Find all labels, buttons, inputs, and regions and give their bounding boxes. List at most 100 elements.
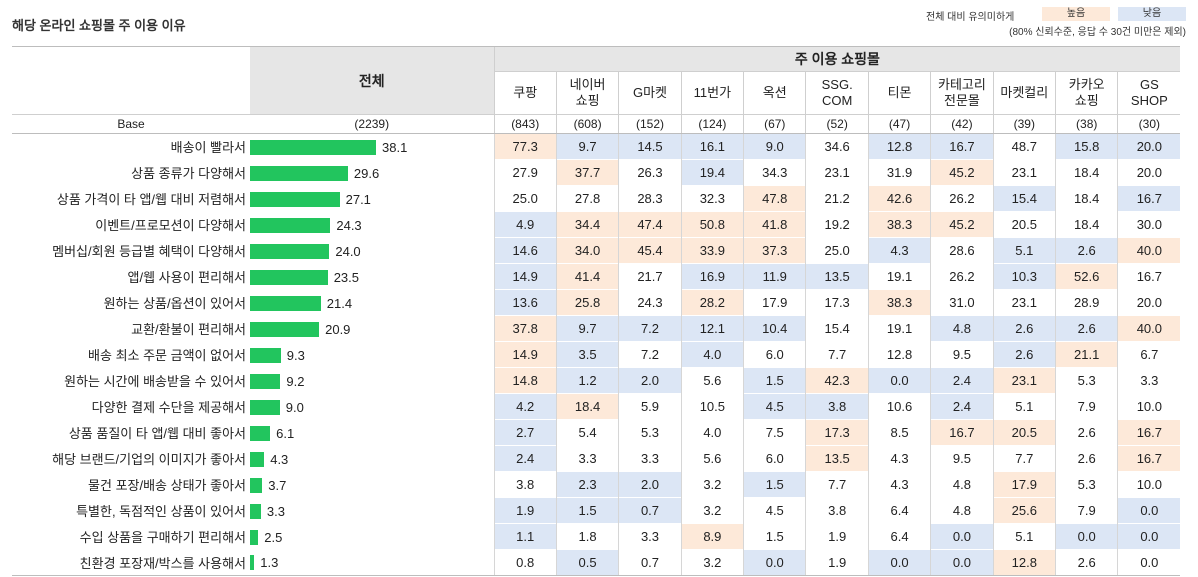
value-cell: 16.7 [1117,419,1181,446]
value-cell: 25.0 [493,185,557,212]
column-header-row: 쿠팡 네이버 쇼핑 G마켓 11번가 옥션 SSG. COM 티몬 카테고리 전문몰 마켓컬리 카카오 쇼… [12,71,1181,115]
value-cell: 16.9 [680,263,744,290]
table-row: 원하는 상품/옵션이 있어서 21.4 13.6 25.8 24.3 28.2 17.9 17… [12,289,1181,316]
total-bar [250,399,280,415]
table-row: 교환/환불이 편리해서 20.9 37.8 9.7 7.2 12.1 10.4 15.4 19.… [12,315,1181,342]
value-cell: 10.0 [1117,471,1181,498]
total-value: 24.0 [335,243,361,259]
total-bar [250,295,321,311]
value-cell: 17.3 [805,419,869,446]
table-row: 상품 품질이 타 앱/웹 대비 좋아서 6.1 2.7 5.4 5.3 4.0 7.5 17.… [12,419,1181,446]
total-value: 21.4 [326,295,353,311]
value-cell: 3.2 [680,471,744,498]
value-cell: 2.0 [618,471,682,498]
value-cell: 77.3 [493,133,557,160]
value-cell: 24.3 [618,289,682,316]
row-label: 상품 품질이 타 앱/웹 대비 좋아서 [68,426,246,441]
total-value: 9.2 [286,373,305,389]
value-cell: 47.4 [618,211,682,238]
value-cell: 4.0 [680,341,744,368]
usage-reason-table: 전체 주 이용 쇼핑몰 쿠팡 네이버 쇼핑 G마켓 11번가 옥션 SSG. COM 티몬 카테고… [12,46,1181,576]
table-row: 배송이 빨라서 38.1 77.3 9.7 14.5 16.1 9.0 34.6 12.8 16.… [12,133,1181,160]
base-count: (30) [1117,114,1181,134]
value-cell: 20.5 [992,419,1056,446]
total-bar [250,555,255,571]
base-count: (608) [555,114,619,134]
table-row: 원하는 시간에 배송받을 수 있어서 9.2 14.8 1.2 2.0 5.6 1.5 42.… [12,367,1181,394]
value-cell: 11.9 [743,263,806,290]
value-cell: 1.9 [805,523,869,550]
value-cell: 7.9 [1055,497,1118,524]
value-cell: 2.7 [493,419,557,446]
value-cell: 13.5 [805,445,869,472]
total-bar-cell: 9.3 [250,342,494,368]
value-cell: 31.0 [930,289,994,316]
value-cell: 5.1 [992,523,1056,550]
value-cell: 7.2 [618,315,682,342]
value-cell: 6.4 [867,523,931,550]
table-row: 친환경 포장재/박스를 사용해서 1.3 0.8 0.5 0.7 3.2 0.0 1.9 0.0… [12,549,1181,576]
total-bar-cell: 9.2 [250,368,494,394]
row-label: 원하는 시간에 배송받을 수 있어서 [64,374,246,389]
value-cell: 12.1 [680,315,744,342]
total-value: 20.9 [325,321,351,337]
total-bar-cell: 9.0 [250,394,494,420]
row-label: 이벤트/프로모션이 다양해서 [95,218,246,233]
total-bar-cell: 20.9 [250,316,494,342]
total-header: 전체 [250,46,494,115]
value-cell: 0.0 [930,549,994,576]
value-cell: 47.8 [743,185,806,212]
total-bar [250,243,330,259]
total-bar-cell: 38.1 [250,134,494,160]
total-value: 2.5 [264,529,283,545]
value-cell: 19.1 [867,315,931,342]
value-cell: 4.3 [867,471,931,498]
row-label: 배송이 빨라서 [170,140,246,156]
value-cell: 28.9 [1055,289,1118,316]
table-row: 상품 가격이 타 앱/웹 대비 저렴해서 27.1 25.0 27.8 28.3 32.3… [12,185,1181,212]
value-cell: 17.9 [992,471,1056,498]
value-cell: 2.6 [992,315,1056,342]
value-cell: 2.4 [493,445,557,472]
value-cell: 1.9 [493,497,557,524]
value-cell: 45.2 [930,211,994,238]
column-header-10: GS SHOP [1117,71,1181,115]
value-cell: 26.2 [930,263,994,290]
value-cell: 14.5 [618,133,682,160]
total-bar-cell: 27.1 [250,186,494,212]
value-cell: 52.6 [1055,263,1118,290]
value-cell: 10.5 [680,393,744,420]
group-header: 주 이용 쇼핑몰 [493,46,1181,72]
total-bar [250,503,261,519]
value-cell: 12.8 [867,133,931,160]
row-label: 친환경 포장재/박스를 사용해서 [12,549,250,576]
value-cell: 8.5 [867,419,931,446]
value-cell: 4.9 [493,211,557,238]
value-cell: 28.2 [680,289,744,316]
value-cell: 2.0 [618,367,682,394]
total-value: 27.1 [345,191,371,207]
value-cell: 9.7 [555,133,619,160]
value-cell: 23.1 [992,289,1056,316]
total-bar [250,373,281,389]
total-value: 1.3 [260,555,279,571]
legend-low-swatch: 낮음 [1118,7,1186,21]
total-bar [250,347,281,363]
value-cell: 1.2 [555,367,619,394]
value-cell: 40.0 [1117,315,1181,342]
value-cell: 21.1 [1055,341,1118,368]
total-value: 23.5 [333,269,360,285]
value-cell: 0.5 [555,549,619,576]
value-cell: 25.6 [992,497,1056,524]
total-value: 38.1 [382,139,408,155]
value-cell: 4.2 [493,393,557,420]
total-value: 3.7 [268,477,287,493]
total-bar-cell: 23.5 [250,264,494,290]
value-cell: 8.9 [680,523,744,550]
value-cell: 42.6 [867,185,931,212]
value-cell: 3.2 [680,549,744,576]
value-cell: 5.3 [618,419,682,446]
value-cell: 5.6 [680,367,744,394]
value-cell: 21.7 [618,263,682,290]
value-cell: 10.3 [992,263,1056,290]
